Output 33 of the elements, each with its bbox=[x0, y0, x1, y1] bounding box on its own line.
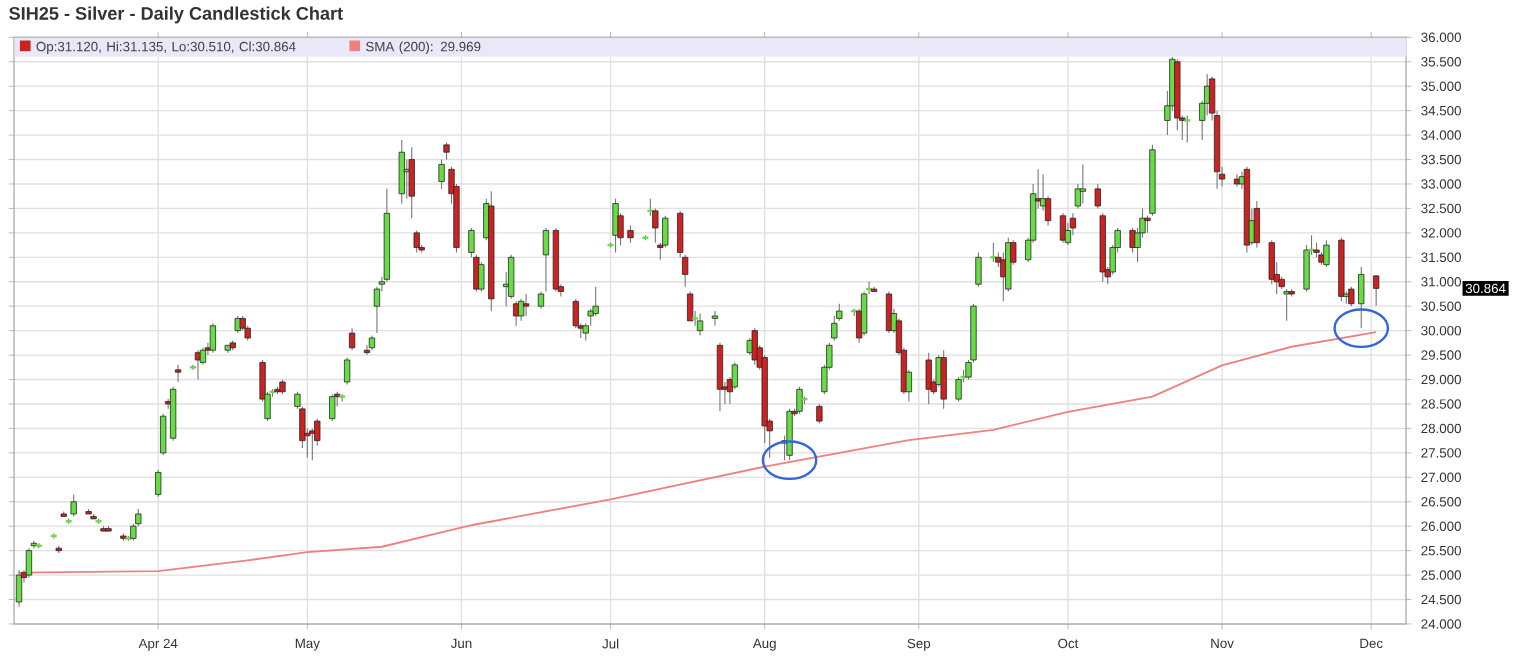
candlestick bbox=[816, 403, 823, 425]
candlestick bbox=[15, 569, 23, 608]
candlestick bbox=[786, 408, 793, 461]
candlestick bbox=[174, 364, 182, 383]
candlestick bbox=[1094, 183, 1101, 209]
candlestick bbox=[348, 327, 356, 351]
candlestick bbox=[363, 344, 371, 356]
candlestick bbox=[989, 242, 998, 263]
candlestick bbox=[831, 315, 838, 341]
candlestick bbox=[1059, 212, 1067, 244]
candlestick bbox=[682, 254, 689, 288]
candlestick bbox=[1373, 274, 1380, 307]
candlestick bbox=[716, 342, 724, 412]
chart-title: SIH25 - Silver - Daily Candlestick Chart bbox=[9, 6, 343, 24]
candlestick bbox=[1283, 288, 1290, 322]
candlestick bbox=[711, 310, 719, 327]
candlestick bbox=[955, 376, 962, 403]
candlestick bbox=[25, 547, 33, 579]
candlestick bbox=[155, 469, 162, 498]
candlestick bbox=[522, 293, 530, 317]
candlestick bbox=[468, 227, 475, 258]
candlestick bbox=[1183, 115, 1192, 143]
candlestick bbox=[413, 229, 420, 253]
candlestick bbox=[542, 227, 550, 293]
candlestick bbox=[885, 291, 893, 334]
candlestick bbox=[975, 251, 982, 288]
candlestick bbox=[1079, 163, 1086, 205]
candlestick bbox=[508, 254, 515, 300]
candlestick bbox=[517, 298, 525, 322]
candlestick bbox=[677, 210, 684, 258]
candlestick bbox=[343, 356, 351, 385]
candlestick bbox=[209, 322, 217, 354]
candlestick bbox=[925, 352, 932, 405]
